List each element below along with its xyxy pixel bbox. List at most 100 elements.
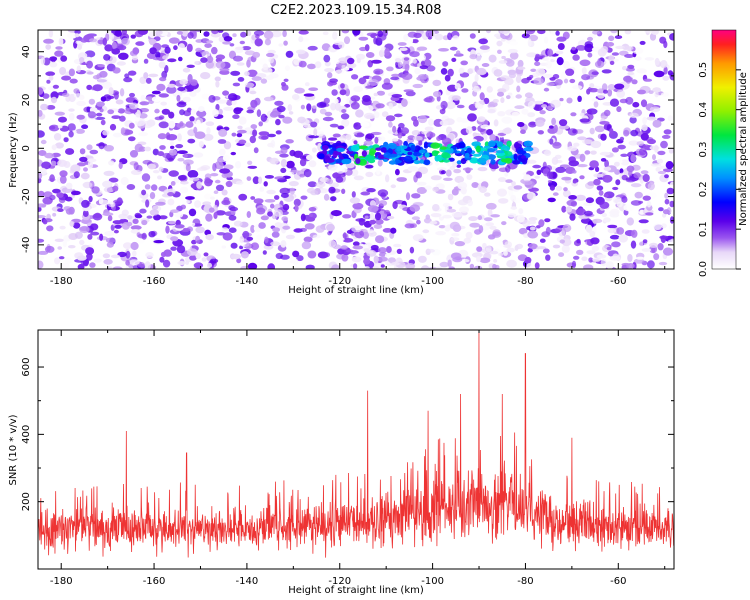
heatmap-cell [210, 173, 219, 177]
heatmap-cell [500, 75, 510, 81]
heatmap-cell [179, 121, 184, 127]
heatmap-cell [195, 235, 201, 244]
snr-panel: -180 -160 -140 -120 -100 -80 -60 200 400 600 Heig… [8, 329, 675, 596]
y-tick-label: 600 [21, 357, 32, 376]
heatmap-cell [58, 37, 64, 46]
heatmap-cell [375, 218, 384, 225]
heatmap-cell [258, 176, 263, 184]
heatmap-cell [158, 93, 169, 98]
heatmap-cell [412, 135, 423, 141]
heatmap-band-cell [332, 151, 338, 159]
heatmap-cell [351, 191, 356, 198]
heatmap-cell [289, 187, 295, 195]
heatmap-cell [103, 54, 111, 61]
heatmap-cell [447, 32, 453, 41]
heatmap-cell [420, 265, 430, 269]
heatmap-cell [180, 180, 189, 185]
heatmap-cell [589, 230, 596, 238]
heatmap-cell [207, 262, 212, 269]
heatmap-cell [219, 168, 231, 174]
heatmap-cell [288, 111, 294, 115]
heatmap-cell [559, 124, 570, 130]
heatmap-band-cell [403, 140, 408, 147]
heatmap-cell [182, 67, 191, 73]
heatmap-band-cell [403, 155, 413, 162]
heatmap-cell [264, 199, 276, 203]
heatmap-cell [589, 160, 599, 169]
heatmap-cell [546, 171, 554, 180]
heatmap-cell [588, 88, 599, 93]
x-tick-label: -140 [236, 576, 259, 587]
heatmap-cell [258, 131, 270, 136]
heatmap-cell [370, 131, 382, 136]
heatmap-cell [259, 58, 267, 66]
heatmap-cell [532, 164, 542, 169]
heatmap-cell [134, 214, 143, 219]
heatmap-cell [405, 192, 411, 201]
heatmap-cell [365, 52, 375, 58]
heatmap-cell [291, 94, 300, 100]
heatmap-cell [418, 74, 429, 80]
heatmap-cell [575, 45, 587, 51]
heatmap-cell [520, 129, 526, 134]
heatmap-cell [652, 87, 662, 93]
heatmap-cell [246, 176, 252, 182]
heatmap-cell [206, 127, 211, 135]
heatmap-cell [373, 92, 378, 97]
heatmap-cell [145, 77, 152, 84]
heatmap-cell [476, 255, 481, 263]
heatmap-band-cell [375, 147, 382, 151]
heatmap-cell [572, 170, 577, 174]
heatmap-cell [66, 32, 78, 39]
heatmap-cell [57, 159, 68, 167]
heatmap-cell [509, 95, 515, 100]
heatmap-cell [610, 208, 620, 216]
heatmap-cell [539, 110, 546, 115]
heatmap-cell [373, 224, 383, 229]
heatmap-cell [287, 104, 293, 112]
heatmap-cell [130, 225, 142, 230]
heatmap-cell [186, 64, 195, 69]
heatmap-cell [477, 215, 483, 221]
heatmap-cell [221, 189, 228, 196]
heatmap-cell [250, 196, 256, 200]
heatmap-cell [586, 109, 593, 114]
heatmap-band-cell [317, 153, 325, 160]
heatmap-cell [660, 59, 668, 69]
heatmap-cell [204, 193, 212, 200]
heatmap-cell [111, 115, 121, 119]
heatmap-cell [607, 228, 617, 234]
heatmap-cell [182, 200, 191, 204]
heatmap-cell [522, 180, 533, 186]
heatmap-cell [374, 136, 379, 144]
heatmap-cell [244, 142, 251, 148]
heatmap-cell [381, 111, 389, 118]
heatmap-cell [132, 218, 139, 224]
heatmap-cell [506, 259, 517, 268]
heatmap-band-cell [488, 140, 496, 147]
heatmap-cell [534, 61, 541, 67]
heatmap-cell [665, 161, 674, 170]
heatmap-cell [374, 212, 382, 221]
heatmap-cell [118, 52, 129, 60]
heatmap-cell [529, 226, 536, 231]
heatmap-band-cell [324, 158, 335, 163]
heatmap-cell [73, 171, 80, 179]
heatmap-cell [204, 43, 212, 48]
heatmap-cell [169, 141, 174, 147]
heatmap-cell [479, 92, 485, 101]
heatmap-cell [169, 211, 174, 218]
heatmap-cell [474, 74, 479, 83]
heatmap-cell [145, 96, 154, 101]
heatmap-cell [127, 215, 133, 220]
heatmap-cell [65, 196, 73, 202]
heatmap-cell [275, 130, 282, 135]
heatmap-cell [458, 67, 465, 74]
heatmap-cell [129, 259, 140, 266]
heatmap-cell [390, 76, 400, 81]
x-tick-label: -160 [143, 276, 166, 287]
heatmap-cell [404, 63, 410, 72]
heatmap-cell [38, 206, 42, 212]
heatmap-cell [376, 90, 385, 96]
heatmap-cell [609, 128, 614, 135]
